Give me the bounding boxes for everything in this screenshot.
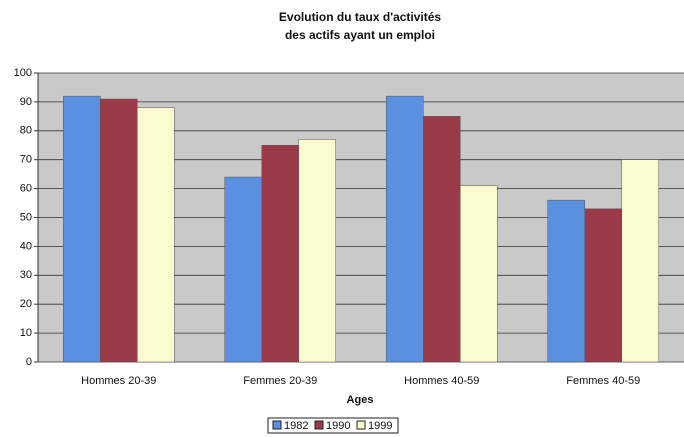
bar [621, 159, 659, 363]
legend-box [267, 417, 399, 434]
y-tick-label: 60 [20, 183, 32, 195]
bar [261, 145, 299, 363]
bar [224, 176, 262, 363]
legend-swatch [314, 420, 324, 430]
chart-title: Evolution du taux d'activités [279, 10, 442, 24]
bar [63, 95, 101, 363]
y-tick-label: 0 [26, 356, 32, 368]
x-tick-label: Hommes 20-39 [81, 375, 156, 387]
y-tick-label: 100 [14, 67, 32, 79]
bar [460, 185, 498, 363]
y-tick-label: 90 [20, 96, 32, 108]
x-tick-label: Femmes 40-59 [566, 375, 640, 387]
legend-swatch [272, 420, 282, 430]
bar [547, 199, 585, 363]
y-tick-label: 30 [20, 269, 32, 281]
y-tick-label: 10 [20, 327, 32, 339]
bar [100, 98, 138, 363]
bar [298, 139, 336, 363]
chart-title: des actifs ayant un emploi [285, 28, 435, 42]
legend-label: 1999 [368, 420, 392, 432]
bar [137, 107, 175, 363]
legend-swatch [356, 420, 366, 430]
y-tick-label: 80 [20, 125, 32, 137]
legend-label: 1982 [284, 420, 308, 432]
legend-label: 1990 [326, 420, 350, 432]
x-tick-label: Femmes 20-39 [243, 375, 317, 387]
x-axis-label: Ages [347, 394, 374, 406]
bar [584, 208, 622, 363]
x-tick-label: Hommes 40-59 [404, 375, 479, 387]
y-tick-label: 70 [20, 154, 32, 166]
bar [386, 95, 424, 363]
bar [423, 116, 461, 363]
y-tick-label: 20 [20, 298, 32, 310]
y-tick-label: 50 [20, 211, 32, 223]
y-tick-label: 40 [20, 240, 32, 252]
